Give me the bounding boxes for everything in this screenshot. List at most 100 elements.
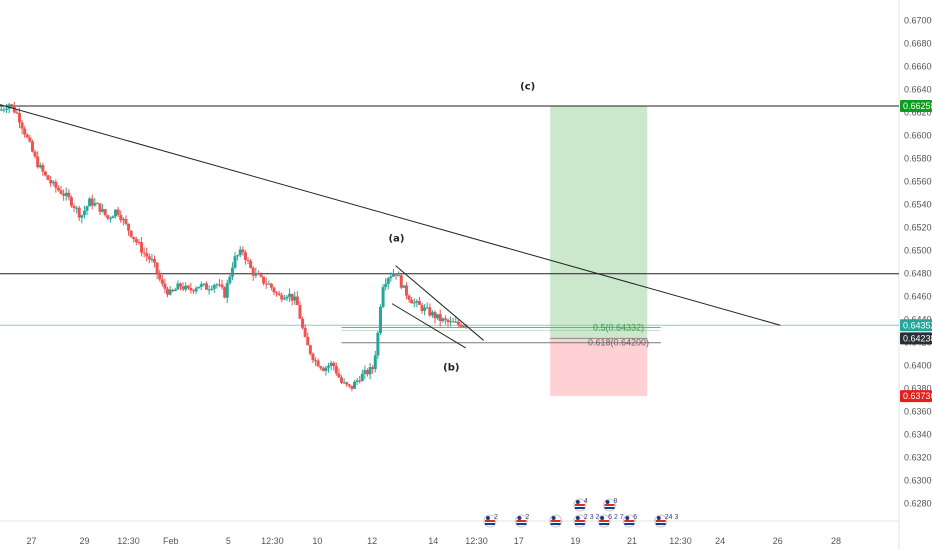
time-axis[interactable]: 27 29 12:30 Feb 5 12:30 10 12 14 12:30 17 19 21 12:30…	[26, 536, 841, 546]
candle-body	[163, 283, 167, 289]
candle-body	[0, 109, 3, 111]
candle-body	[303, 327, 307, 337]
candle-body	[308, 345, 312, 354]
economic-event-icons[interactable]: 2 2 2 3 2 6 2 7 6 24 3 4 8	[483, 498, 679, 528]
wedge-upper-line[interactable]	[395, 265, 484, 341]
candle-body	[15, 112, 19, 114]
price-badges: 0.66258 0.64352 0.64238 0.63736	[900, 100, 932, 403]
candle-body	[36, 156, 40, 168]
candle-body	[223, 287, 227, 298]
candle-body	[254, 273, 258, 276]
price-badge-0	[900, 100, 932, 113]
event-count: 4	[584, 498, 588, 505]
candle-body	[381, 287, 385, 307]
event-count: 8	[614, 498, 618, 505]
candle-body	[272, 287, 276, 293]
candle-body	[80, 215, 84, 218]
price-badge-3	[900, 390, 932, 403]
flag-stripe	[574, 504, 585, 506]
candle-body	[25, 134, 29, 138]
time-tick-label: 27	[26, 536, 36, 546]
wedge-lower-line[interactable]	[391, 303, 466, 349]
stop-loss-zone[interactable]	[550, 338, 648, 397]
candle-body	[275, 292, 279, 294]
candle-body	[129, 230, 133, 237]
candle-body	[28, 137, 32, 142]
profit-zone[interactable]	[550, 106, 648, 339]
candle-body	[111, 216, 115, 219]
candle-body	[345, 382, 349, 385]
candle-body	[371, 367, 375, 370]
time-tick-label: 29	[79, 536, 89, 546]
candle-body	[285, 296, 289, 299]
flag-canton	[575, 516, 580, 520]
candle-body	[178, 283, 182, 287]
candle-body	[430, 312, 434, 316]
wave-label-0: (c)	[520, 82, 535, 93]
candle-body	[101, 209, 105, 212]
candle-body	[402, 285, 406, 288]
candle-body	[140, 242, 144, 253]
flag-stripe	[484, 523, 495, 525]
horizontal-lines[interactable]	[0, 105, 899, 326]
candle-body	[334, 366, 338, 374]
time-tick-label: 24	[715, 536, 725, 546]
candle-body	[67, 192, 71, 198]
candle-body	[256, 273, 260, 275]
price-badge-label-0: 0.66258	[903, 101, 932, 111]
flag-canton	[517, 516, 522, 520]
candle-body	[311, 353, 315, 361]
candle-body	[85, 206, 89, 211]
candle-body	[147, 256, 151, 260]
calendar-event-icon[interactable]: 24 3	[654, 514, 679, 528]
calendar-event-icon[interactable]	[549, 514, 563, 528]
candle-body	[210, 288, 214, 290]
time-tick-label: 21	[627, 536, 637, 546]
candle-body	[342, 382, 346, 384]
long-position-tool[interactable]	[550, 106, 648, 397]
event-count: 24 3	[665, 514, 679, 521]
candle-body	[82, 210, 86, 216]
candle-body	[412, 302, 416, 304]
flag-stripe	[550, 523, 561, 525]
event-count: 2	[494, 514, 498, 521]
candle-body	[215, 284, 219, 286]
calendar-event-icon[interactable]: 2	[483, 514, 498, 528]
candle-body	[176, 283, 180, 290]
calendar-event-icon[interactable]: 4	[573, 498, 588, 512]
candle-body	[197, 286, 201, 289]
flag-stripe	[516, 523, 527, 525]
candle-body	[98, 203, 102, 212]
time-tick-label: 10	[312, 536, 322, 546]
trendlines[interactable]	[0, 104, 781, 349]
candle-body	[243, 252, 247, 260]
candle-body	[56, 187, 60, 191]
candle-body	[269, 283, 273, 288]
candle-body	[49, 179, 53, 184]
calendar-event-icon[interactable]: 8	[603, 498, 618, 512]
calendar-event-icon[interactable]: 6 2 7	[597, 514, 624, 528]
wave-label-1: (a)	[389, 234, 405, 245]
time-tick-label: 17	[514, 536, 524, 546]
candle-body	[7, 104, 11, 109]
candle-body	[43, 171, 47, 176]
fibonacci-levels[interactable]: 0.5(0.64332) 0.618(0.64200)	[341, 323, 661, 348]
candle-body	[171, 289, 175, 292]
calendar-event-icon[interactable]: 2	[514, 514, 529, 528]
candle-body	[54, 181, 58, 188]
flag-stripe	[574, 523, 585, 525]
candle-body	[436, 314, 440, 319]
flag-stripe	[604, 504, 615, 506]
descending-trendline[interactable]	[0, 104, 781, 326]
calendar-event-icon[interactable]: 6	[622, 514, 637, 528]
calendar-event-icon[interactable]: 2 3 2	[573, 514, 600, 528]
candle-body	[142, 252, 146, 254]
event-count: 6 2 7	[608, 514, 624, 521]
